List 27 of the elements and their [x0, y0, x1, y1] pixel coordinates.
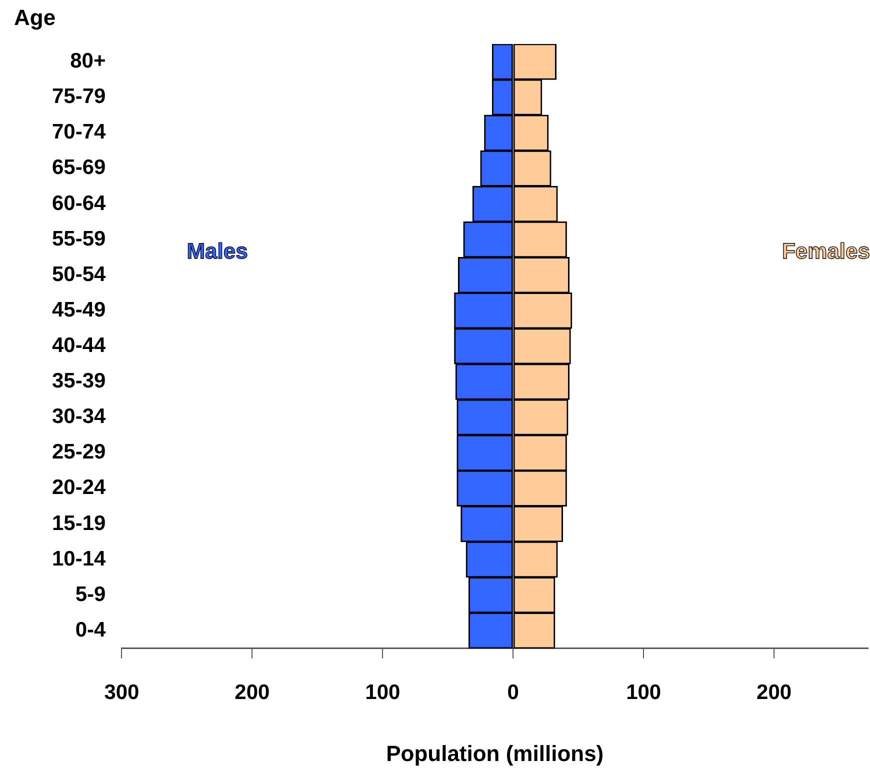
- y-tick-label: 60-64: [52, 192, 106, 215]
- y-tick-label: 0-4: [75, 618, 106, 642]
- y-tick-label: 15-19: [52, 512, 106, 535]
- x-tick-label: 200: [234, 680, 270, 704]
- x-tick-label: 100: [626, 680, 662, 704]
- text: Males: [186, 238, 248, 264]
- y-axis-title: Age: [14, 5, 56, 30]
- y-tick-label: 80+: [70, 50, 106, 73]
- y-tick-label: 5-9: [75, 582, 106, 606]
- y-tick-label: 55-59: [52, 227, 106, 250]
- x-tick-label: 0: [507, 680, 519, 704]
- x-tick-label: 300: [104, 680, 140, 704]
- y-tick-label: 30-34: [52, 405, 106, 428]
- x-tick-label: 100: [365, 680, 400, 704]
- y-tick-label: 10-14: [52, 547, 106, 570]
- y-tick-label: 40-44: [52, 334, 106, 357]
- text: Females: [782, 238, 870, 264]
- y-tick-label: 20-24: [52, 476, 106, 500]
- x-axis-title: Population (millions): [386, 740, 604, 766]
- y-tick-label: 25-29: [52, 440, 106, 464]
- y-tick-label: 65-69: [52, 156, 106, 180]
- y-tick-label: 35-39: [52, 370, 106, 393]
- y-tick-label: 70-74: [52, 120, 106, 144]
- x-tick-label: 200: [756, 680, 792, 704]
- y-tick-label: 50-54: [52, 262, 106, 286]
- y-tick-label: 45-49: [52, 298, 106, 322]
- y-tick-label: 75-79: [52, 85, 106, 108]
